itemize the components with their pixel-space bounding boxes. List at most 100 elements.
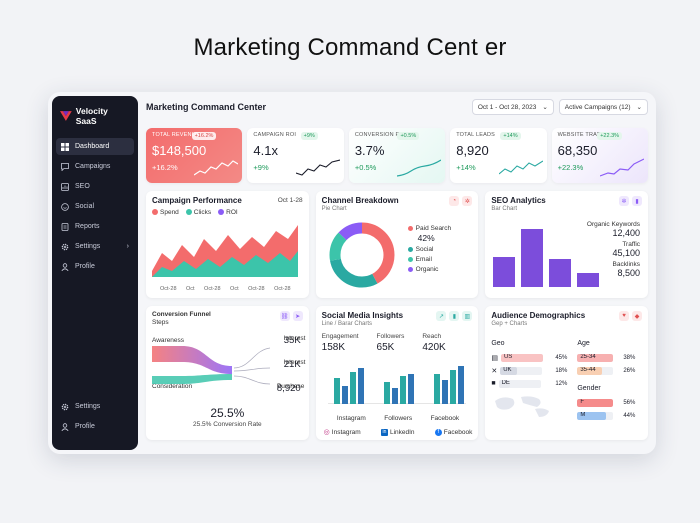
legend-spend[interactable]: Spend [152,209,179,216]
sidebar-item-profile[interactable]: Profile [56,258,134,275]
social-bar [349,372,356,404]
geo-row-de[interactable]: ■ DE 12% [491,379,568,388]
channel-donut-chart [329,222,395,288]
legend-social[interactable]: Social [407,246,451,253]
sidebar-item-label: Profile [75,263,95,270]
facebook-link[interactable]: f Facebook [434,428,472,436]
tag-icon[interactable]: ◆ [632,311,643,321]
chevron-right-icon: › [126,243,129,250]
grid-icon [61,142,69,151]
brand[interactable]: Velocity SaaS [52,96,138,138]
legend-clicks[interactable]: Clicks [185,209,211,216]
social-icon [61,202,69,211]
kpi-badge: +9% [300,132,318,140]
user-icon [61,422,69,431]
line-chart-icon[interactable]: ↗ [436,311,447,321]
age-bar [577,366,602,375]
link-icon[interactable]: ⛓ [279,311,290,321]
kpi-card-revenue[interactable]: TOTAL REVENUE +16.2% $148,500 +16.2% [146,128,243,183]
geo-row-us[interactable]: ▤ US 45% [491,353,568,362]
funnel-step-interest: Interest 35K [283,335,306,346]
kpi-card-roi[interactable]: CAMPAIGN ROI +9% 4.1x +9% [247,128,344,183]
instagram-link[interactable]: ◎ Instagram [323,428,361,437]
legend-email[interactable]: Email [407,256,451,263]
chart-legend: Spend Clicks ROI [152,209,303,216]
bar-chart-icon[interactable]: ▮ [449,311,460,321]
kpi-card-conversion[interactable]: CONVERSION RATE +0.5% 3.7% +0.5% [348,128,446,183]
page-title: Marketing Command Center [146,102,267,112]
card-title: Conversion Funnel [152,311,211,318]
bar-chart-icon[interactable]: ▮ [632,196,643,206]
sidebar-item-campaigns[interactable]: Campaigns [56,158,134,175]
funnel-label-awareness: Awareness [152,337,185,344]
kpi-value: 8,920 [456,143,489,158]
channel-breakdown-card[interactable]: Channel Breakdown Pie Chart ◔ ✲ Paid Sea… [315,191,479,298]
card-subtitle: Gep + Charts [491,321,528,327]
kpi-value: 4.1x [253,143,278,158]
conversion-funnel-card[interactable]: Conversion Funnel Steps ⛓ ➤ Awareness Co… [146,306,309,440]
topbar: Marketing Command Center Oct 1 - Oct 28,… [142,96,652,118]
kpi-value: $148,500 [152,143,207,158]
age-row-25-34[interactable]: 25-34 38% [577,352,635,363]
card-actions: ◔ ✲ [449,196,473,206]
sidebar-item-settings-bottom[interactable]: Settings [56,398,134,415]
pie-icon[interactable]: ◔ [449,196,460,206]
seo-analytics-card[interactable]: SEO Analytics Bar Chart ✲ ▮ Organic Keyw… [485,191,649,298]
column-chart-icon[interactable]: ▥ [462,311,473,321]
card-title: Campaign Performance [152,196,242,205]
sidebar-item-reports[interactable]: Reports [56,218,134,235]
legend-roi[interactable]: ROI [218,209,238,216]
instagram-icon: ◎ [323,429,330,436]
sidebar-item-seo[interactable]: SEO [56,178,134,195]
kpi-card-traffic[interactable]: WEBSITE TRAFFIC +22.3% 68,350 +22.3% [551,128,649,183]
x-axis: Oct-28 Oct Oct-28 Oct Oct-28 Oct-28 [160,286,291,292]
kpi-value: 68,350 [557,143,598,158]
social-bar [391,388,398,404]
uk-flag-icon: ✕ [491,367,498,375]
sidebar-item-profile-bottom[interactable]: Profile [56,418,134,435]
conversion-rate-caption: 25.5% Conversion Rate [193,421,262,428]
campaign-area-chart [152,225,298,277]
age-row-35-44[interactable]: 35-44 26% [577,365,635,376]
geo-bar-uk [500,366,518,375]
campaign-filter-dropdown[interactable]: Active Campaigns (12) ⌄ [558,99,648,115]
heart-icon[interactable]: ♥ [619,311,630,321]
kpi-change: +9% [253,163,269,172]
social-insights-card[interactable]: Social Media Insights Line / Barar Chart… [315,306,479,440]
settings-icon[interactable]: ✲ [619,196,630,206]
user-icon [61,262,69,271]
seo-icon [61,182,69,191]
card-subtitle: Pie Chart [321,206,347,212]
geo-bar-us [500,353,543,362]
geo-row-uk[interactable]: ✕ UK 18% [491,366,568,375]
kpi-label: CAMPAIGN ROI [253,132,297,138]
facebook-icon: f [434,428,442,436]
funnel-sankey [152,346,271,385]
legend-paid-search[interactable]: Paid Search [407,225,451,232]
sparkline [295,159,340,176]
social-bar [399,376,406,404]
date-range-dropdown[interactable]: Oct 1 - Oct 28, 2023 ⌄ [471,99,554,115]
linkedin-link[interactable]: in LinkedIn [380,428,415,436]
sparkline [498,160,543,175]
kpi-label: CONVERSION RATE [354,132,411,138]
gender-row-m[interactable]: M 44% [577,410,635,421]
legend-organic[interactable]: Organic [407,266,451,273]
kpi-card-leads[interactable]: TOTAL LEADS +14% 8,920 +14% [450,128,547,183]
audience-demographics-card[interactable]: Audience Demographics Gep + Charts ♥ ◆ G… [485,306,649,440]
card-title: Social Media Insights [321,311,404,320]
card-actions: ♥ ◆ [619,311,643,321]
gender-row-f[interactable]: F 56% [577,397,635,408]
sparkline [194,160,239,176]
campaign-performance-card[interactable]: Campaign Performance Oct 1-28 Spend Clic… [146,191,309,298]
social-bar [333,378,340,404]
settings-icon[interactable]: ✲ [462,196,473,206]
campaign-filter-value: Active Campaigns (12) [564,103,631,111]
send-icon[interactable]: ➤ [292,311,303,321]
sidebar-item-label: SEO [75,183,90,190]
sidebar-item-settings[interactable]: Settings › [56,238,134,255]
kpi-label: TOTAL LEADS [456,132,495,138]
sidebar-item-dashboard[interactable]: Dashboard [56,138,134,155]
sidebar-item-social[interactable]: Social [56,198,134,215]
kpi-change: +22.3% [557,163,584,172]
